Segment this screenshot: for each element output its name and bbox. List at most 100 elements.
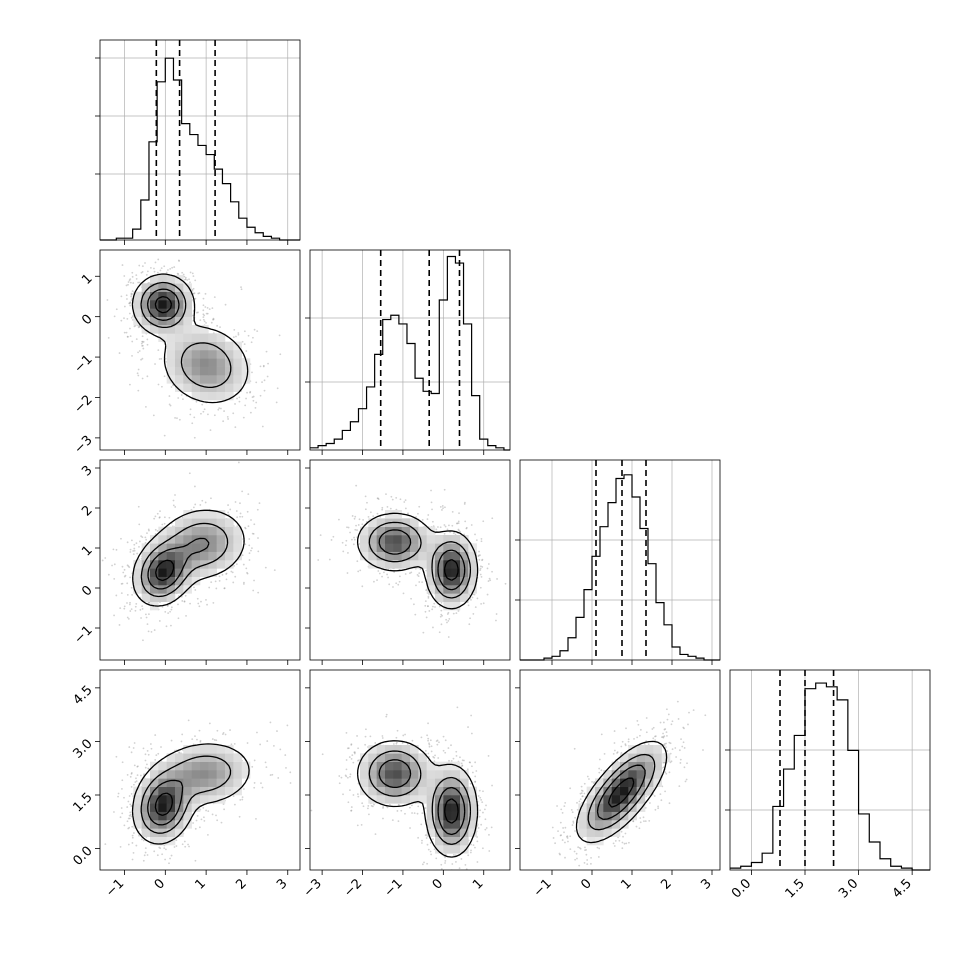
scatter-point	[319, 534, 322, 536]
contour-line	[131, 743, 250, 845]
scatter-point	[236, 516, 239, 519]
density-cell	[208, 341, 217, 351]
panel-background	[310, 250, 510, 450]
scatter-point	[480, 575, 483, 578]
scatter-point	[123, 275, 126, 277]
density-cell	[225, 391, 234, 401]
scatter-point	[471, 765, 473, 768]
scatter-point	[181, 516, 184, 519]
scatter-point	[128, 817, 131, 820]
contour-line	[155, 559, 175, 582]
scatter-point	[247, 525, 250, 528]
scatter-point	[372, 515, 375, 518]
scatter-point	[415, 516, 418, 518]
density-cell	[166, 795, 176, 804]
scatter-point	[452, 612, 455, 615]
scatter-point	[441, 505, 444, 507]
contour-line	[154, 295, 173, 314]
scatter-point	[360, 823, 363, 826]
scatter-point	[242, 583, 245, 585]
density-cell	[191, 543, 201, 552]
density-cell	[208, 375, 217, 384]
scatter-point	[399, 498, 402, 501]
density-cell	[216, 761, 226, 771]
scatter-point	[474, 533, 476, 536]
density-cell	[166, 526, 176, 536]
scatter-point	[168, 862, 170, 865]
density-cell	[216, 518, 226, 527]
scatter-point	[146, 623, 149, 625]
density-cell	[158, 593, 167, 602]
scatter-point	[193, 586, 195, 589]
scatter-point	[130, 292, 133, 295]
y-tick-label: −1	[71, 352, 95, 376]
scatter-point	[445, 618, 448, 621]
scatter-point	[153, 517, 156, 520]
scatter-point	[130, 772, 133, 774]
scatter-point	[474, 780, 477, 783]
density-cell	[183, 761, 192, 771]
density-cell	[468, 551, 477, 561]
scatter-point	[232, 581, 235, 584]
scatter-point	[148, 601, 150, 604]
scatter-point	[146, 270, 149, 273]
density-cell	[141, 778, 151, 787]
scatter-point	[465, 868, 468, 870]
scatter-point	[202, 410, 205, 413]
scatter-point	[242, 563, 245, 566]
scatter-point	[448, 524, 450, 527]
scatter-point	[203, 320, 206, 323]
scatter-point	[127, 281, 130, 283]
scatter-point	[480, 823, 483, 826]
density-cell	[191, 510, 201, 519]
scatter-point	[390, 495, 393, 498]
density-cell	[175, 308, 184, 317]
scatter-point	[387, 576, 389, 579]
scatter-point	[144, 262, 146, 264]
scatter-point	[447, 896, 449, 898]
scatter-point	[345, 731, 348, 734]
scatter-point	[174, 417, 176, 419]
scatter-point	[120, 319, 123, 322]
scatter-point	[388, 803, 391, 806]
scatter-point	[451, 863, 454, 865]
scatter-point	[144, 753, 147, 756]
density-cell	[426, 576, 436, 586]
scatter-point	[430, 501, 433, 504]
density-cell	[175, 770, 184, 779]
density-cell	[158, 325, 167, 334]
scatter-point	[131, 593, 133, 596]
contour-line	[356, 512, 479, 610]
scatter-point	[104, 557, 107, 559]
scatter-point	[347, 552, 349, 554]
scatter-point	[459, 530, 461, 533]
scatter-point	[188, 278, 190, 281]
scatter-point	[261, 425, 264, 428]
density-cell	[150, 803, 159, 812]
scatter-point	[130, 293, 133, 296]
density-cell	[216, 383, 226, 392]
scatter-point	[464, 863, 467, 866]
contour-line	[146, 288, 180, 321]
density-cell	[150, 795, 159, 804]
scatter-point	[135, 278, 138, 280]
scatter-point	[146, 343, 149, 346]
histogram-step	[100, 57, 300, 241]
scatter-point	[144, 766, 147, 769]
scatter-point	[347, 526, 350, 529]
scatter-point	[261, 381, 263, 384]
scatter-point	[263, 379, 266, 382]
density-cell	[183, 518, 192, 527]
scatter-point	[470, 843, 473, 846]
density-cell	[166, 593, 176, 602]
scatter-point	[215, 739, 218, 742]
density-cell	[233, 350, 242, 359]
scatter-point	[435, 857, 438, 860]
scatter-point	[243, 581, 245, 584]
density-cell	[233, 543, 242, 552]
scatter-point	[177, 603, 179, 606]
scatter-point	[377, 570, 380, 572]
density-cell	[183, 341, 192, 351]
density-cell	[225, 383, 234, 392]
scatter-point	[216, 729, 219, 732]
